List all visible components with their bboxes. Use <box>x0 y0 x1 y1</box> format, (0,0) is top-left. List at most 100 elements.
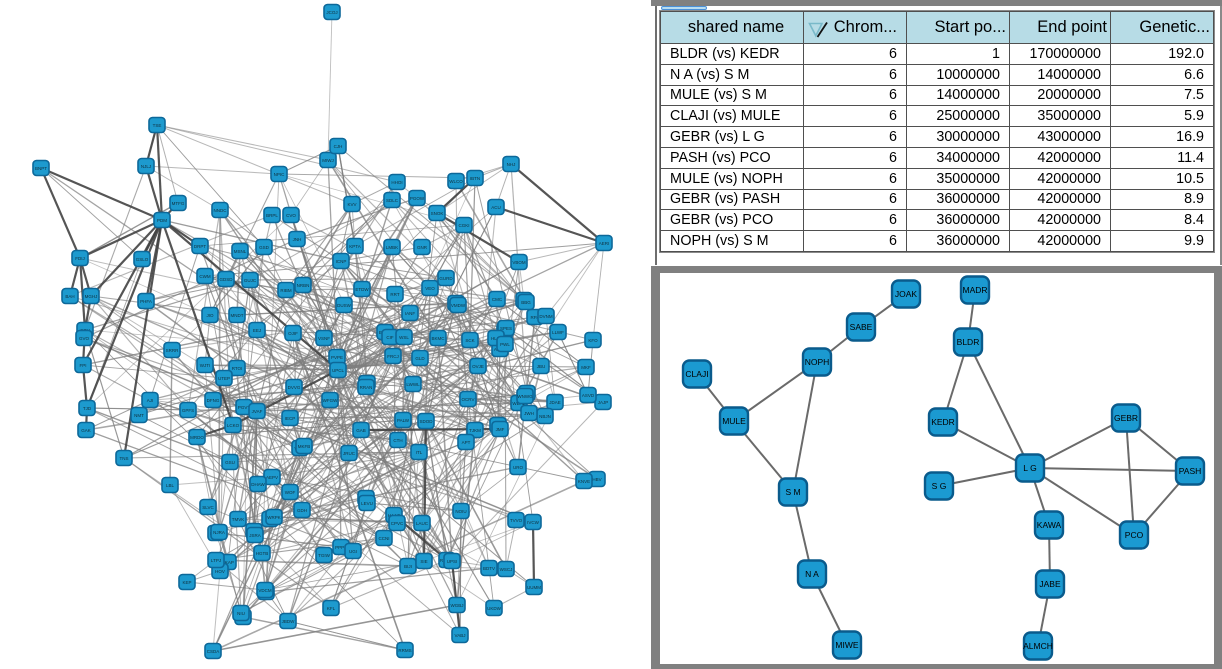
svg-text:HGTB: HGTB <box>256 551 269 556</box>
svg-text:NBJN: NBJN <box>539 414 551 419</box>
svg-text:LBL: LBL <box>166 483 175 488</box>
svg-text:GDSD: GDSD <box>219 277 233 282</box>
svg-text:JBU: JBU <box>537 364 546 369</box>
svg-text:WFGW: WFGW <box>323 398 338 403</box>
svg-text:SABE: SABE <box>850 322 873 332</box>
svg-text:MNDT: MNDT <box>231 313 244 318</box>
svg-text:TSE: TSE <box>153 123 162 128</box>
svg-text:PPPF: PPPF <box>335 545 347 550</box>
svg-text:SRRR: SRRR <box>166 348 180 353</box>
svg-text:NNDC: NNDC <box>214 208 228 213</box>
svg-text:RTOI: RTOI <box>232 366 243 371</box>
svg-text:LTPJ: LTPJ <box>211 558 221 563</box>
svg-text:CMC: CMC <box>492 297 503 302</box>
svg-text:MTFG: MTFG <box>172 201 185 206</box>
svg-text:KPTA: KPTA <box>349 244 360 249</box>
svg-text:PASH: PASH <box>1179 466 1202 476</box>
svg-text:BRPL: BRPL <box>266 213 278 218</box>
svg-text:GVO: GVO <box>79 336 90 341</box>
svg-text:WSCJ: WSCJ <box>500 567 513 572</box>
svg-text:HOV: HOV <box>215 569 225 574</box>
svg-text:LEVU: LEVU <box>361 501 373 506</box>
svg-text:JNH: JNH <box>293 237 302 242</box>
svg-text:IBTN: IBTN <box>470 176 480 181</box>
svg-text:MIWE: MIWE <box>835 640 858 650</box>
svg-text:PDM: PDM <box>157 218 167 223</box>
svg-text:JCOJ: JCOJ <box>326 10 337 15</box>
svg-text:HLIK: HLIK <box>491 336 501 341</box>
svg-text:VSNF: VSNF <box>318 336 330 341</box>
svg-text:WSL: WSL <box>399 335 409 340</box>
svg-text:AJI: AJI <box>147 398 154 403</box>
svg-text:TGIW: TGIW <box>318 553 330 558</box>
svg-text:SPES: SPES <box>500 326 512 331</box>
svg-text:MIWJ: MIWJ <box>322 158 334 163</box>
svg-text:GLD: GLD <box>415 356 425 361</box>
svg-text:VABJ: VABJ <box>455 633 466 638</box>
svg-text:IANF: IANF <box>405 311 416 316</box>
svg-text:MADR: MADR <box>962 285 987 295</box>
svg-text:GSU: GSU <box>225 460 235 465</box>
svg-text:NOPH: NOPH <box>805 357 830 367</box>
svg-text:KEP: KEP <box>182 580 191 585</box>
svg-text:DUSW: DUSW <box>337 303 352 308</box>
svg-text:BNPT: BNPT <box>35 166 47 171</box>
svg-text:KNVE: KNVE <box>578 479 590 484</box>
svg-text:JIO: JIO <box>206 313 214 318</box>
svg-text:VBOM: VBOM <box>512 260 526 265</box>
svg-text:MULE: MULE <box>722 416 746 426</box>
svg-text:NHJ: NHJ <box>507 162 516 167</box>
svg-text:GUJC: GUJC <box>244 278 257 283</box>
svg-text:DVNM: DVNM <box>539 314 553 319</box>
svg-text:ITL: ITL <box>416 450 423 455</box>
svg-text:GDH: GDH <box>297 508 307 513</box>
svg-text:TMVK: TMVK <box>232 517 245 522</box>
svg-text:CIF: CIF <box>386 335 394 340</box>
svg-text:JWH: JWH <box>524 411 534 416</box>
svg-text:WLCO: WLCO <box>449 179 463 184</box>
svg-text:ASVD: ASVD <box>582 393 595 398</box>
svg-text:S G: S G <box>932 481 947 491</box>
svg-text:DFNG: DFNG <box>207 398 220 403</box>
svg-text:NOIU: NOIU <box>455 509 466 514</box>
svg-text:JSRA: JSRA <box>249 533 261 538</box>
svg-text:WNWG: WNWG <box>517 394 533 399</box>
svg-text:LCKO: LCKO <box>227 423 240 428</box>
svg-text:FKAP: FKAP <box>222 560 234 565</box>
svg-text:JVAF: JVAF <box>252 409 263 414</box>
svg-text:WRPK: WRPK <box>267 515 281 520</box>
svg-text:ALMCH: ALMCH <box>1023 641 1053 651</box>
svg-text:NRBN: NRBN <box>297 283 310 288</box>
svg-text:AERI: AERI <box>599 241 610 246</box>
svg-text:RRAN: RRAN <box>360 385 373 390</box>
svg-text:FRCJ: FRCJ <box>387 354 399 359</box>
svg-text:S M: S M <box>785 487 800 497</box>
svg-text:MKF: MKF <box>581 365 591 370</box>
svg-text:GEBR: GEBR <box>1114 413 1138 423</box>
svg-text:APT: APT <box>462 440 471 445</box>
svg-text:URO: URO <box>513 465 523 470</box>
svg-text:PCO: PCO <box>1125 530 1144 540</box>
svg-text:OVJE: OVJE <box>472 364 484 369</box>
svg-text:DVVG: DVVG <box>288 385 301 390</box>
svg-text:TVVO: TVVO <box>510 518 523 523</box>
svg-text:SDLC: SDLC <box>386 198 399 203</box>
svg-text:WOF: WOF <box>285 490 296 495</box>
svg-text:KFO: KFO <box>588 338 598 343</box>
svg-text:GNR: GNR <box>417 245 428 250</box>
svg-text:JRUC: JRUC <box>343 451 356 456</box>
svg-text:NPIC: NPIC <box>274 172 286 177</box>
svg-text:CVO: CVO <box>286 213 296 218</box>
svg-text:VDCM: VDCM <box>258 588 272 593</box>
svg-text:WGBJ: WGBJ <box>451 603 464 608</box>
svg-text:SIE: SIE <box>420 559 427 564</box>
svg-text:ETDW: ETDW <box>355 287 369 292</box>
svg-text:ACU: ACU <box>491 205 501 210</box>
svg-text:UGI: UGI <box>349 549 357 554</box>
svg-text:TJKM: TJKM <box>469 428 481 433</box>
svg-text:GSLO: GSLO <box>136 257 149 262</box>
svg-text:FDIJ: FDIJ <box>75 256 85 261</box>
svg-text:BLDR: BLDR <box>957 337 980 347</box>
svg-text:PGOW: PGOW <box>410 196 425 201</box>
svg-text:KVV: KVV <box>347 202 356 207</box>
